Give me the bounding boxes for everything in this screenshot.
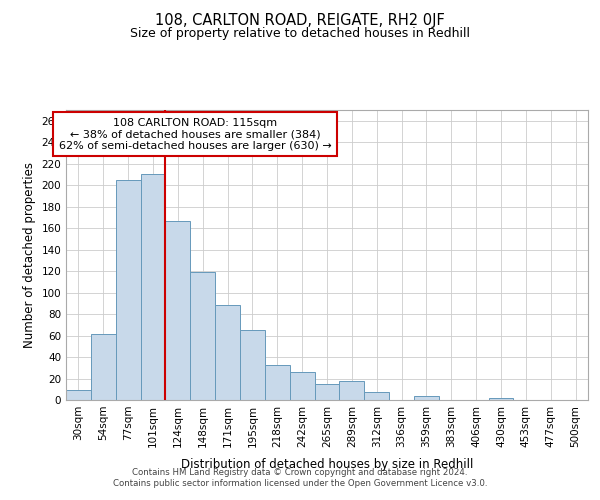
Bar (190, 272, 215, 400)
Y-axis label: Number of detached properties: Number of detached properties (23, 162, 36, 348)
Text: Contains HM Land Registry data © Crown copyright and database right 2024.
Contai: Contains HM Land Registry data © Crown c… (113, 468, 487, 487)
Bar (66, 390, 91, 400)
Bar (116, 180, 140, 400)
Bar (140, 174, 166, 400)
Bar (364, 392, 389, 400)
Bar (166, 220, 190, 400)
Bar (265, 364, 290, 400)
Text: 108 CARLTON ROAD: 115sqm
← 38% of detached houses are smaller (384)
62% of semi-: 108 CARLTON ROAD: 115sqm ← 38% of detach… (59, 118, 332, 150)
X-axis label: Distribution of detached houses by size in Redhill: Distribution of detached houses by size … (181, 458, 473, 471)
Bar (215, 306, 240, 400)
Text: 108, CARLTON ROAD, REIGATE, RH2 0JF: 108, CARLTON ROAD, REIGATE, RH2 0JF (155, 12, 445, 28)
Bar (290, 372, 314, 400)
Bar (414, 396, 439, 400)
Text: Size of property relative to detached houses in Redhill: Size of property relative to detached ho… (130, 28, 470, 40)
Bar (488, 398, 514, 400)
Bar (340, 380, 364, 400)
Bar (314, 384, 340, 400)
Bar (240, 330, 265, 400)
Bar (91, 334, 116, 400)
